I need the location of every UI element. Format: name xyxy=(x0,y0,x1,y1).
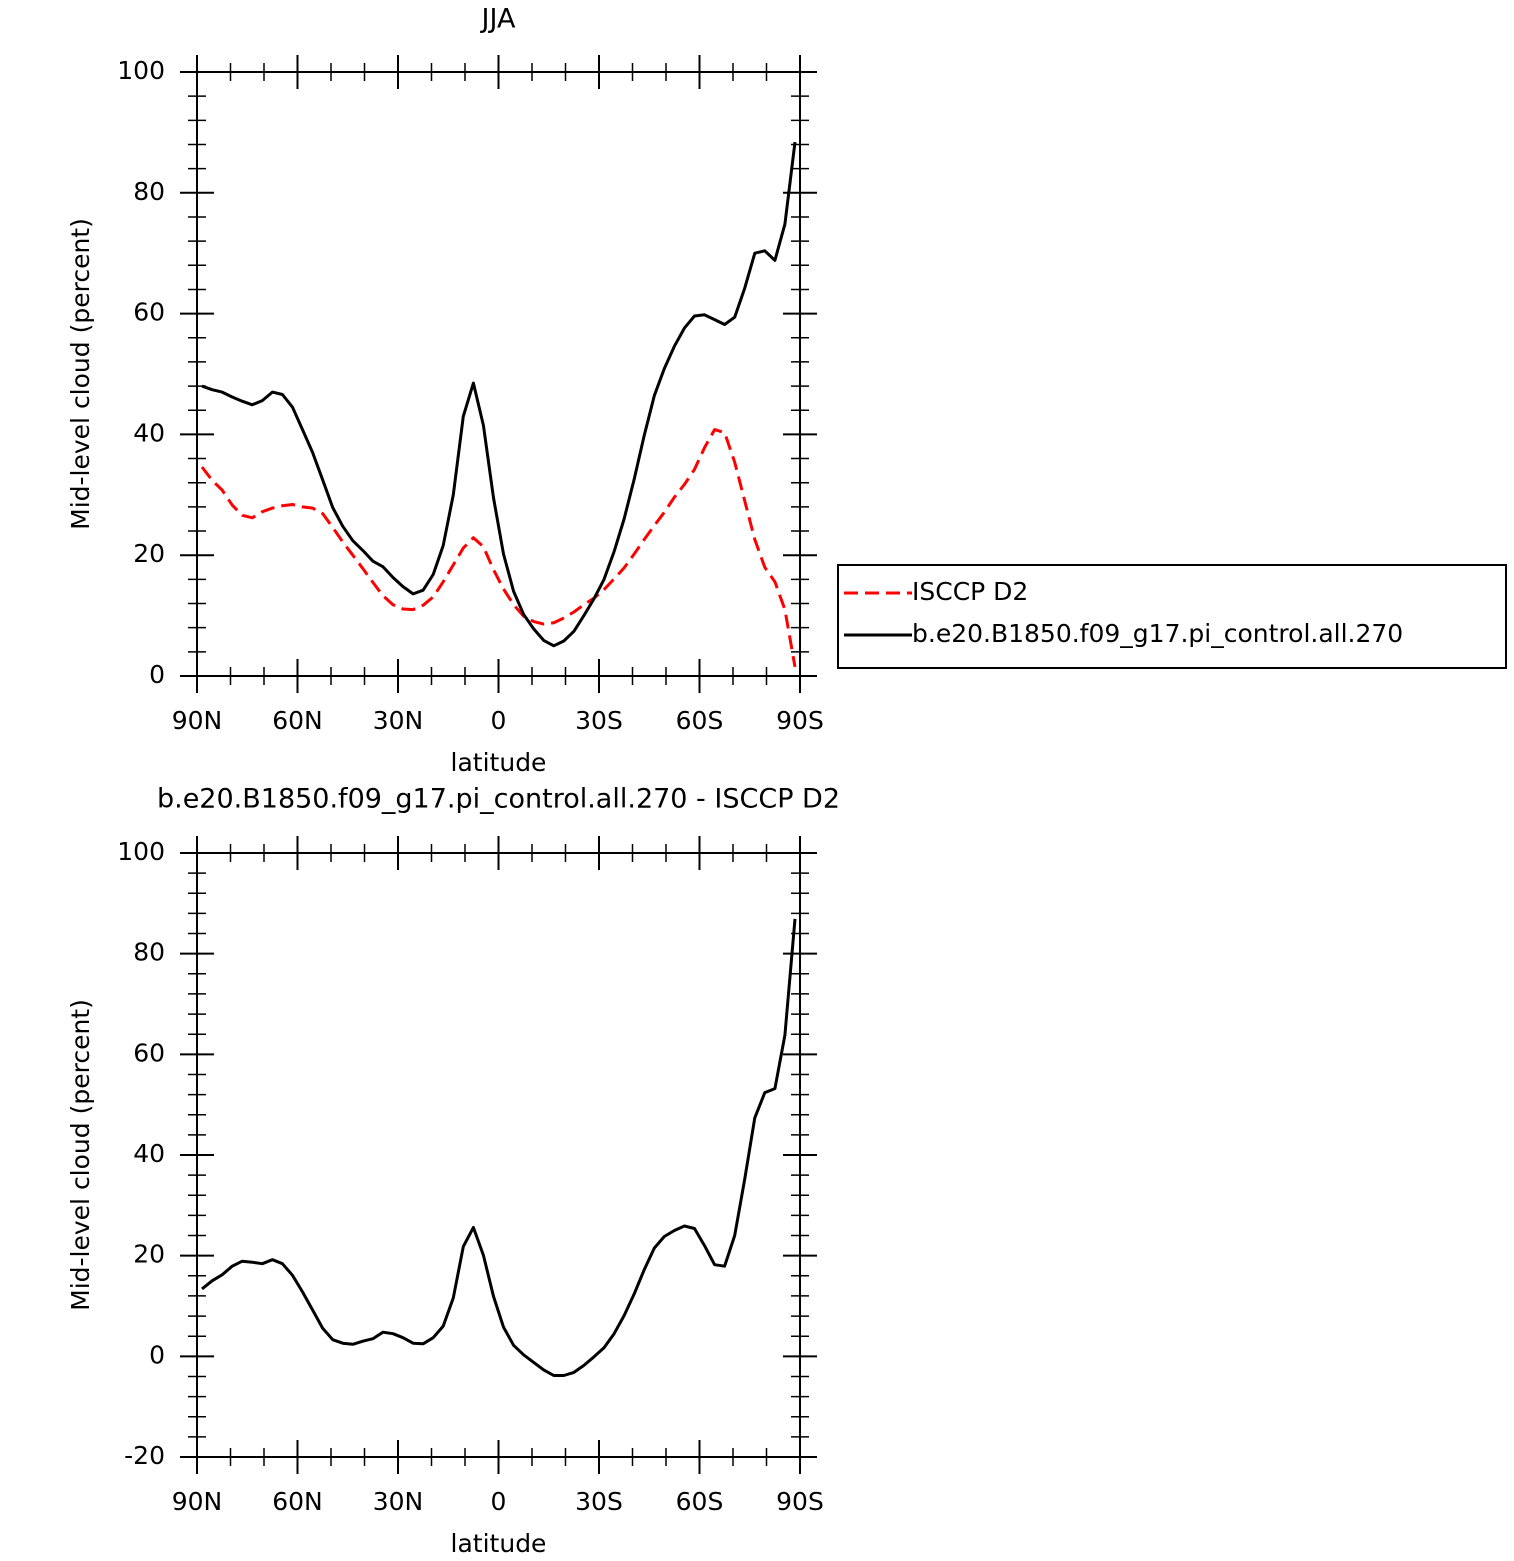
y-tick-label: 60 xyxy=(133,298,165,327)
legend-label: ISCCP D2 xyxy=(912,577,1028,606)
legend-box xyxy=(837,564,1507,669)
plot-frame xyxy=(196,852,801,1458)
y-tick-label: 60 xyxy=(133,1038,165,1067)
y-tick-label: 20 xyxy=(133,539,165,568)
x-tick-label: 60S xyxy=(676,706,724,735)
x-tick-label: 0 xyxy=(491,1487,507,1516)
x-tick-label: 60N xyxy=(272,1487,323,1516)
legend: ISCCP D2 b.e20.B1850.f09_g17.pi_control.a… xyxy=(837,564,1507,669)
x-tick-label: 30S xyxy=(575,706,623,735)
y-axis-label: Mid-level cloud (percent) xyxy=(66,999,95,1311)
x-tick-label: 90N xyxy=(172,1487,223,1516)
x-tick-label: 90S xyxy=(776,1487,824,1516)
x-tick-label: 30S xyxy=(575,1487,623,1516)
y-tick-label: 100 xyxy=(117,837,165,866)
data-line xyxy=(200,428,797,668)
x-tick-label: 0 xyxy=(491,706,507,735)
y-tick-label: 40 xyxy=(133,1139,165,1168)
plot-frame xyxy=(196,71,801,677)
x-tick-label: 30N xyxy=(373,706,424,735)
data-line xyxy=(201,141,797,648)
x-tick-label: 60S xyxy=(676,1487,724,1516)
y-tick-label: 20 xyxy=(133,1240,165,1269)
x-axis-label: latitude xyxy=(451,748,547,777)
y-tick-label: 80 xyxy=(133,938,165,967)
y-tick-label: -20 xyxy=(124,1441,165,1470)
x-tick-label: 60N xyxy=(272,706,323,735)
x-tick-label: 30N xyxy=(373,1487,424,1516)
legend-label: b.e20.B1850.f09_g17.pi_control.all.270 xyxy=(912,619,1403,648)
chart-title: b.e20.B1850.f09_g17.pi_control.all.270 -… xyxy=(157,784,840,815)
y-tick-label: 40 xyxy=(133,418,165,447)
y-tick-label: 100 xyxy=(117,56,165,85)
x-tick-label: 90S xyxy=(776,706,824,735)
y-tick-label: 0 xyxy=(149,1340,165,1369)
y-tick-label: 80 xyxy=(133,177,165,206)
y-tick-label: 0 xyxy=(149,660,165,689)
y-axis-label: Mid-level cloud (percent) xyxy=(66,218,95,530)
x-tick-label: 90N xyxy=(172,706,223,735)
x-axis-label: latitude xyxy=(451,1529,547,1558)
data-line xyxy=(201,918,797,1377)
chart-title: JJA xyxy=(480,4,516,35)
